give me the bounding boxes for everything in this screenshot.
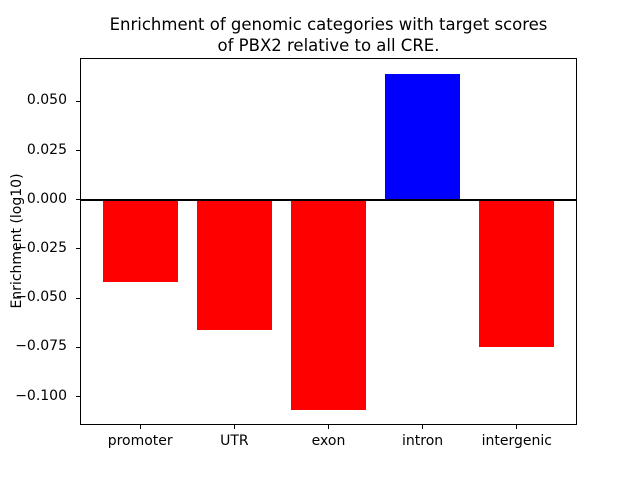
y-tick-mark bbox=[76, 150, 80, 151]
y-tick-label: 0.000 bbox=[26, 190, 67, 207]
bar-intergenic bbox=[479, 199, 555, 348]
zero-line bbox=[80, 198, 577, 201]
x-tick-mark bbox=[139, 425, 141, 429]
y-tick-mark bbox=[76, 297, 80, 299]
bar-UTR bbox=[196, 199, 272, 330]
y-tick-label: 0.025 bbox=[26, 141, 67, 158]
y-tick-mark bbox=[76, 100, 80, 102]
y-tick-mark bbox=[76, 396, 80, 397]
y-tick-mark bbox=[76, 346, 80, 348]
y-tick-mark bbox=[76, 248, 80, 250]
bar-promoter bbox=[102, 199, 178, 283]
chart-title: Enrichment of genomic categories with ta… bbox=[80, 14, 577, 56]
y-tick-label: −0.075 bbox=[15, 338, 67, 355]
x-tick-mark bbox=[328, 425, 329, 429]
y-tick-mark bbox=[76, 199, 80, 201]
x-tick-label-promoter: promoter bbox=[107, 433, 173, 449]
x-tick-mark bbox=[516, 425, 518, 429]
y-tick-label: 0.050 bbox=[26, 92, 67, 109]
x-tick-mark bbox=[422, 425, 424, 429]
y-tick-label: −0.100 bbox=[15, 387, 67, 404]
y-tick-label: −0.025 bbox=[15, 239, 67, 256]
x-tick-label-intergenic: intergenic bbox=[481, 433, 552, 449]
chart-title-line2: of PBX2 relative to all CRE. bbox=[217, 36, 440, 55]
x-tick-mark bbox=[233, 425, 235, 429]
x-tick-label-intron: intron bbox=[402, 433, 444, 449]
x-tick-label-UTR: UTR bbox=[220, 433, 249, 449]
bar-intron bbox=[385, 73, 461, 200]
bar-exon bbox=[290, 199, 367, 411]
chart-title-line1: Enrichment of genomic categories with ta… bbox=[109, 15, 548, 34]
y-tick-label: −0.050 bbox=[15, 289, 67, 306]
x-tick-label-exon: exon bbox=[311, 433, 346, 449]
